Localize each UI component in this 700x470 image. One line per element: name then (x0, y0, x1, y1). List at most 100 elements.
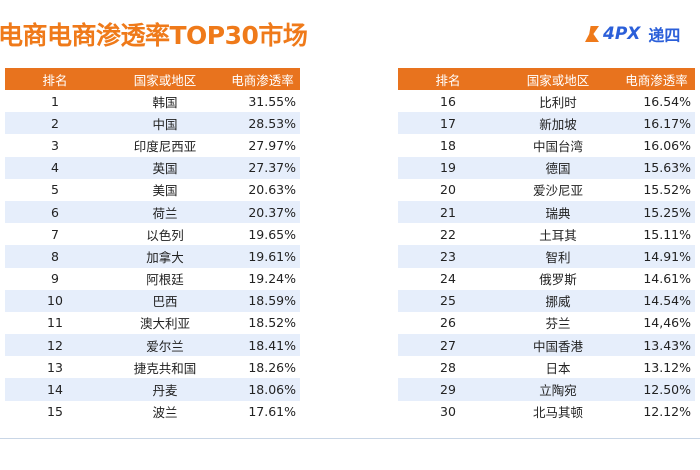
rate-cell: 18.26% (248, 359, 296, 375)
rate-cell: 18.59% (248, 293, 296, 309)
rank-cell: 13 (47, 359, 63, 375)
table-row: 23 智利 14.91% (398, 245, 695, 268)
country-cell: 立陶宛 (539, 383, 577, 399)
rate-cell: 19.65% (248, 226, 296, 242)
rank-cell: 24 (440, 271, 456, 287)
rate-cell: 13.43% (643, 337, 691, 353)
header-rank: 排名 (42, 72, 68, 88)
rank-cell: 9 (51, 271, 59, 287)
rank-cell: 15 (47, 404, 63, 420)
table-row: 28 日本 13.12% (398, 356, 695, 378)
rank-cell: 4 (51, 160, 59, 176)
country-cell: 瑞典 (545, 205, 571, 221)
table-row: 12 爱尔兰 18.41% (5, 334, 300, 357)
rank-cell: 8 (51, 248, 59, 264)
rank-cell: 18 (440, 137, 456, 153)
table-row: 15 波兰 17.61% (5, 401, 300, 423)
country-cell: 日本 (545, 360, 571, 376)
rank-cell: 20 (440, 182, 456, 198)
rate-cell: 18.52% (248, 315, 296, 331)
ranking-table-right: 排名 国家或地区 电商渗透率 16 比利时 16.54% 17 新加坡 16.17% 18 中… (398, 68, 695, 423)
rank-cell: 30 (440, 404, 456, 420)
rate-cell: 15.11% (643, 226, 691, 242)
rate-cell: 19.61% (248, 248, 296, 264)
logo-cn: 递四 (648, 26, 681, 45)
table-row: 24 俄罗斯 14.61% (398, 268, 695, 290)
rate-cell: 18.41% (248, 337, 296, 353)
table-row: 9 阿根廷 19.24% (5, 268, 300, 290)
rank-cell: 12 (47, 337, 63, 353)
rate-cell: 14.91% (643, 248, 691, 264)
country-cell: 波兰 (152, 405, 178, 421)
table-row: 7 以色列 19.65% (5, 223, 300, 245)
country-cell: 德国 (545, 161, 571, 177)
rate-cell: 12.12% (643, 404, 691, 420)
page-title: 电商电商渗透率TOP30市场 (0, 21, 308, 50)
rank-cell: 16 (440, 93, 456, 109)
rank-cell: 19 (440, 160, 456, 176)
country-cell: 美国 (152, 183, 178, 199)
table-header: 排名 国家或地区 电商渗透率 (5, 68, 300, 90)
country-cell: 荷兰 (152, 205, 178, 221)
rate-cell: 16.06% (643, 137, 691, 153)
rank-cell: 28 (440, 359, 456, 375)
rank-cell: 1 (51, 93, 59, 109)
rate-cell: 12.50% (643, 382, 691, 398)
country-cell: 爱沙尼亚 (532, 183, 583, 199)
table-row: 21 瑞典 15.25% (398, 200, 695, 224)
rank-cell: 23 (440, 248, 456, 264)
rank-cell: 3 (51, 137, 59, 153)
header-country: 国家或地区 (133, 72, 197, 88)
table-row: 6 荷兰 20.37% (5, 200, 300, 224)
rate-cell: 17.61% (248, 404, 296, 420)
rank-cell: 5 (51, 182, 59, 198)
table-row: 17 新加坡 16.17% (398, 112, 695, 135)
rate-cell: 16.54% (643, 93, 691, 109)
country-cell: 阿根廷 (146, 272, 184, 288)
table-row: 27 中国香港 13.43% (398, 334, 695, 357)
table-row: 22 土耳其 15.11% (398, 223, 695, 245)
country-cell: 北马其顿 (532, 405, 583, 421)
country-cell: 比利时 (539, 94, 577, 110)
rank-cell: 11 (47, 315, 63, 331)
table-row: 18 中国台湾 16.06% (398, 134, 695, 156)
country-cell: 捷克共和国 (133, 360, 197, 376)
table-row: 25 挪威 14.54% (398, 289, 695, 312)
rank-cell: 21 (440, 204, 456, 220)
country-cell: 韩国 (152, 94, 178, 110)
country-cell: 中国台湾 (532, 138, 583, 154)
table-row: 30 北马其顿 12.12% (398, 401, 695, 423)
rank-cell: 2 (51, 115, 59, 131)
rate-cell: 14.54% (643, 293, 691, 309)
rank-cell: 10 (47, 293, 63, 309)
country-cell: 印度尼西亚 (133, 138, 197, 154)
rate-cell: 13.12% (643, 359, 691, 375)
rate-cell: 28.53% (248, 115, 296, 131)
logo-brand: 4PX (603, 24, 641, 44)
rate-cell: 14.61% (643, 271, 691, 287)
table-row: 1 韩国 31.55% (5, 90, 300, 112)
table-row: 16 比利时 16.54% (398, 90, 695, 112)
rate-cell: 27.97% (248, 137, 296, 153)
header-rate: 电商渗透率 (231, 72, 294, 88)
country-cell: 挪威 (545, 294, 571, 310)
rank-cell: 6 (51, 204, 59, 220)
rate-cell: 18.06% (248, 382, 296, 398)
rate-cell: 31.55% (248, 93, 296, 109)
rate-cell: 20.37% (248, 204, 296, 220)
table-row: 19 德国 15.63% (398, 156, 695, 179)
country-cell: 以色列 (146, 227, 184, 243)
header-rate: 电商渗透率 (625, 72, 688, 88)
rate-cell: 19.24% (248, 271, 296, 287)
table-row: 8 加拿大 19.61% (5, 245, 300, 268)
table-row: 2 中国 28.53% (5, 112, 300, 135)
country-cell: 澳大利亚 (139, 316, 190, 332)
country-cell: 中国 (152, 116, 178, 132)
country-cell: 智利 (545, 249, 571, 265)
rank-cell: 26 (440, 315, 456, 331)
header-rank: 排名 (435, 72, 461, 88)
table-row: 5 美国 20.63% (5, 179, 300, 201)
ranking-table-left: 排名 国家或地区 电商渗透率 1 韩国 31.55% 2 中国 28.53% 3 印度尼西亚 2… (5, 68, 300, 423)
table-row: 10 巴西 18.59% (5, 289, 300, 312)
country-cell: 新加坡 (539, 116, 577, 132)
